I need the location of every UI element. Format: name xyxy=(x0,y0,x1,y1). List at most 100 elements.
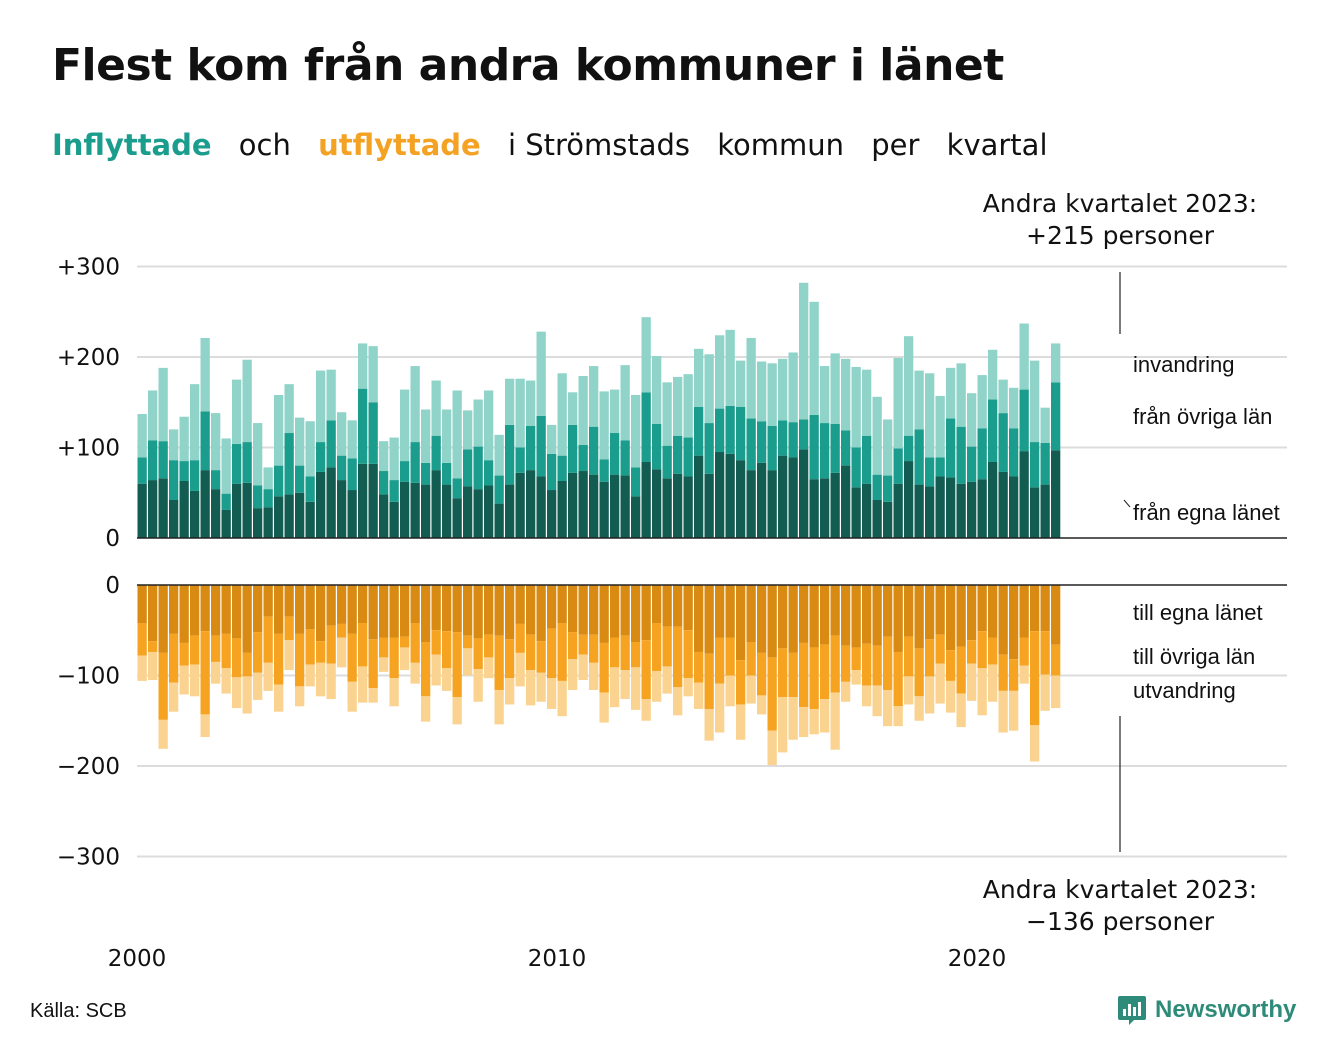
bar-out-own xyxy=(904,585,914,637)
bar-in-imm xyxy=(284,384,294,434)
bar-in-imm xyxy=(620,365,630,441)
bar-in-other xyxy=(452,478,462,499)
bar-out-own xyxy=(253,585,263,633)
bar-out-own xyxy=(1051,585,1061,645)
bar-in-imm xyxy=(641,317,651,393)
y-tick-bottom: −200 xyxy=(57,754,120,780)
bar-out-own xyxy=(977,585,987,632)
bar-in-other xyxy=(232,443,242,484)
bar-in-other xyxy=(316,442,326,472)
bar-out-other xyxy=(715,637,725,684)
bar-out-other xyxy=(1030,631,1040,726)
bar-out-own xyxy=(358,585,368,624)
bar-in-other xyxy=(883,475,893,502)
bar-out-own xyxy=(725,585,735,638)
bar-out-own xyxy=(515,585,525,624)
bar-in-imm xyxy=(694,348,704,407)
bar-in-other xyxy=(904,435,914,462)
bar-out-own xyxy=(578,585,588,635)
bar-out-other xyxy=(400,636,410,648)
bar-in-own xyxy=(862,483,872,538)
bar-in-other xyxy=(799,419,809,450)
bar-in-own xyxy=(568,472,578,538)
bar-out-emi xyxy=(746,675,756,704)
bar-out-other xyxy=(683,630,693,679)
bar-in-other xyxy=(158,441,168,479)
bar-in-own xyxy=(1051,450,1061,538)
bar-in-other xyxy=(389,480,399,502)
bar-out-own xyxy=(788,585,798,653)
bar-in-own xyxy=(1019,451,1029,538)
bar-in-own xyxy=(358,463,368,538)
bar-in-other xyxy=(935,457,945,477)
bar-out-emi xyxy=(442,668,452,691)
bar-in-own xyxy=(946,477,956,538)
bar-in-other xyxy=(715,408,725,453)
bar-in-other xyxy=(200,411,210,471)
y-tick-top: 0 xyxy=(105,526,120,552)
bar-in-own xyxy=(253,508,263,538)
label-fran-ovriga-lan: från övriga län xyxy=(1133,404,1272,429)
bar-in-other xyxy=(830,423,840,473)
bar-out-own xyxy=(284,585,294,617)
bar-out-own xyxy=(316,585,326,642)
bar-out-emi xyxy=(1040,674,1050,711)
bar-out-other xyxy=(463,635,473,649)
bar-out-emi xyxy=(337,637,347,668)
bar-in-other xyxy=(652,423,662,470)
bar-out-own xyxy=(274,585,284,634)
newsworthy-logo[interactable]: Newsworthy xyxy=(1117,994,1296,1026)
bar-in-other xyxy=(641,392,651,462)
bar-in-other xyxy=(988,399,998,462)
bar-out-own xyxy=(641,585,651,641)
bar-out-own xyxy=(862,585,872,644)
bar-out-other xyxy=(589,634,599,663)
migration-chart: +300 +200 +100 0 0 −100 −200 −300 2000 2010 2020 A… xyxy=(57,189,1287,972)
bar-out-own xyxy=(746,585,756,643)
bar-out-other xyxy=(662,626,672,667)
bar-out-emi xyxy=(463,648,473,676)
bar-out-other xyxy=(673,626,683,688)
bar-in-imm xyxy=(757,361,767,422)
bar-out-own xyxy=(148,585,158,642)
bar-in-imm xyxy=(1009,387,1019,429)
bar-out-other xyxy=(379,637,389,658)
bar-in-other xyxy=(337,455,347,481)
bar-out-other xyxy=(830,635,840,693)
bar-in-other xyxy=(1019,389,1029,452)
bar-out-emi xyxy=(694,682,704,709)
bar-in-imm xyxy=(652,356,662,424)
bar-out-own xyxy=(557,585,567,624)
bar-out-own xyxy=(305,585,315,630)
bar-out-other xyxy=(515,623,525,653)
bar-out-other xyxy=(410,623,420,663)
bar-out-emi xyxy=(935,663,945,704)
bar-in-other xyxy=(494,475,504,504)
bar-in-other xyxy=(284,433,294,495)
bar-in-imm xyxy=(200,337,210,412)
bar-in-own xyxy=(589,474,599,538)
subtitle-kvartal: kvartal xyxy=(946,128,1048,162)
bar-in-other xyxy=(326,420,336,468)
bar-in-other xyxy=(526,425,536,471)
bar-in-imm xyxy=(463,410,473,450)
bar-out-emi xyxy=(788,697,798,740)
bar-out-emi xyxy=(620,670,630,700)
bar-out-emi xyxy=(295,686,305,707)
bar-out-other xyxy=(316,641,326,663)
annotation-bottom-line1: Andra kvartalet 2023: xyxy=(983,875,1257,904)
bar-in-own xyxy=(379,494,389,538)
bar-out-emi xyxy=(211,661,221,684)
bar-in-other xyxy=(179,461,189,481)
bar-in-own xyxy=(820,478,830,538)
bar-out-other xyxy=(148,641,158,652)
bar-in-own xyxy=(925,486,935,538)
bar-in-own xyxy=(988,461,998,538)
bar-in-imm xyxy=(190,384,200,461)
bar-out-own xyxy=(694,585,704,652)
bar-out-own xyxy=(137,585,147,624)
bar-in-own xyxy=(662,478,672,538)
bar-out-other xyxy=(977,631,987,669)
bar-out-emi xyxy=(641,699,651,721)
bar-in-own xyxy=(715,452,725,538)
